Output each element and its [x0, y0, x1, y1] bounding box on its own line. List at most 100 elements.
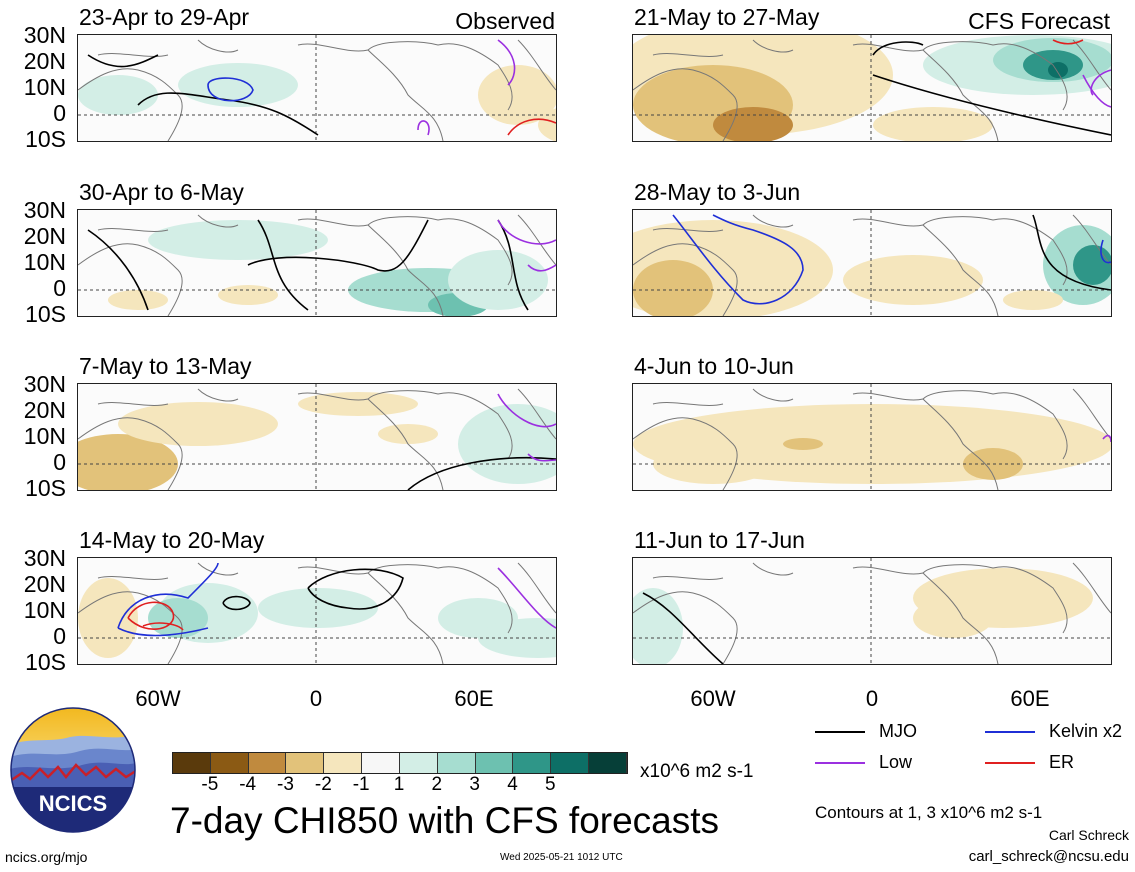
- wave-contour: [117, 562, 219, 629]
- coastline: [367, 390, 513, 460]
- map-panel: [632, 209, 1112, 317]
- main-title: 7-day CHI850 with CFS forecasts: [170, 800, 720, 841]
- map-panel: [77, 209, 557, 317]
- panel-title: 30-Apr to 6-May: [79, 179, 244, 205]
- anomaly-shading: [78, 434, 178, 490]
- wave-contour: [127, 601, 175, 630]
- anomaly-shading: [913, 598, 993, 638]
- lat-label: 10N: [23, 74, 66, 100]
- coastline: [97, 53, 169, 57]
- coastline: [197, 214, 239, 228]
- legend-line: [985, 762, 1035, 764]
- coastline: [297, 566, 444, 664]
- legend-line: [815, 731, 865, 733]
- coastline: [1072, 39, 1111, 91]
- lon-label: 60W: [690, 686, 736, 711]
- colorbar-tick-label: 5: [545, 774, 556, 795]
- wave-contour: [1052, 39, 1084, 45]
- observed-tag: Observed: [455, 8, 555, 34]
- coastline: [297, 218, 444, 316]
- wave-contour: [497, 219, 529, 311]
- author: Carl Schreck: [1048, 827, 1129, 843]
- colorbar-tick-label: -2: [314, 774, 332, 795]
- wave-contour: [407, 456, 556, 490]
- anomaly-shading: [478, 65, 556, 125]
- wave-contour: [1032, 214, 1111, 291]
- lat-label: 0: [53, 623, 66, 649]
- legend-label: Low: [879, 752, 913, 772]
- coastline: [752, 39, 794, 53]
- map-panel: [77, 34, 557, 142]
- lat-label: 10S: [25, 301, 66, 327]
- panel-title: 7-May to 13-May: [79, 353, 252, 379]
- email: carl_schreck@ncsu.edu: [968, 848, 1129, 865]
- lon-label: 0: [865, 686, 879, 711]
- anomaly-shading: [633, 588, 683, 664]
- coastline: [922, 41, 1068, 111]
- anomaly-shading: [458, 404, 556, 484]
- coastline: [197, 562, 239, 576]
- coastline: [652, 402, 724, 406]
- wave-contour: [247, 219, 429, 272]
- colorbar-tick-label: 1: [393, 774, 405, 795]
- wave-contour: [417, 120, 430, 136]
- wave-contour: [497, 567, 556, 629]
- colorbar-tick-label: 2: [431, 774, 443, 795]
- colorbar-swatch: [551, 753, 590, 773]
- lat-label: 30N: [23, 197, 66, 223]
- lat-label: 20N: [23, 223, 66, 249]
- lon-label: 60E: [454, 686, 494, 711]
- lat-label: 30N: [23, 371, 66, 397]
- coastline: [367, 216, 513, 286]
- contours-note: Contours at 1, 3 x10^6 m2 s-1: [815, 803, 1043, 822]
- colorbar-swatch: [173, 753, 211, 773]
- anomaly-shading: [78, 75, 158, 115]
- wave-contour: [497, 393, 556, 428]
- wave-contour: [497, 219, 556, 245]
- lat-label: 0: [53, 100, 66, 126]
- wave-contour: [1090, 69, 1111, 96]
- coastline: [517, 39, 556, 91]
- panel-title: 4-Jun to 10-Jun: [634, 353, 794, 379]
- coastline: [852, 218, 999, 316]
- map-panel: [632, 34, 1112, 142]
- anomaly-shading: [178, 63, 298, 107]
- colorbar-tick-label: -4: [239, 774, 257, 795]
- anomaly-shading: [378, 424, 438, 444]
- wave-contour: [207, 77, 254, 102]
- coastline: [297, 392, 444, 490]
- wave-contour: [87, 54, 159, 68]
- coastline: [922, 216, 1068, 286]
- anomaly-shading: [258, 588, 378, 628]
- colorbar-swatch: [437, 753, 476, 773]
- wave-contour: [307, 568, 404, 610]
- wave-contour: [117, 627, 209, 637]
- wave-contour: [672, 214, 804, 305]
- timestamp: Wed 2025-05-21 1012 UTC: [500, 852, 623, 863]
- panel-title: 11-Jun to 17-Jun: [634, 527, 805, 553]
- lon-label: 60W: [135, 686, 181, 711]
- wave-contour: [872, 74, 1111, 136]
- wave-contour: [507, 118, 556, 136]
- anomaly-shading: [843, 255, 983, 305]
- coastline: [297, 43, 444, 141]
- anomaly-shading: [118, 402, 278, 446]
- wave-contour: [527, 453, 556, 462]
- coastline: [367, 564, 513, 634]
- wave-contour: [527, 264, 556, 272]
- colorbar-swatch: [362, 753, 400, 773]
- coastline: [1072, 562, 1111, 614]
- lon-label: 0: [309, 686, 323, 711]
- lat-label: 10S: [25, 649, 66, 675]
- wave-contour: [87, 229, 149, 311]
- anomaly-shading: [1003, 290, 1063, 310]
- colorbar-tick-label: -1: [352, 774, 370, 795]
- map-panel: [77, 557, 557, 665]
- coastline: [652, 228, 724, 232]
- colorbar-swatch: [286, 753, 325, 773]
- coastline: [922, 564, 1068, 634]
- anomaly-shading: [538, 108, 556, 141]
- coastline: [517, 388, 556, 440]
- anomaly-shading: [783, 438, 823, 450]
- colorbar-swatch: [513, 753, 552, 773]
